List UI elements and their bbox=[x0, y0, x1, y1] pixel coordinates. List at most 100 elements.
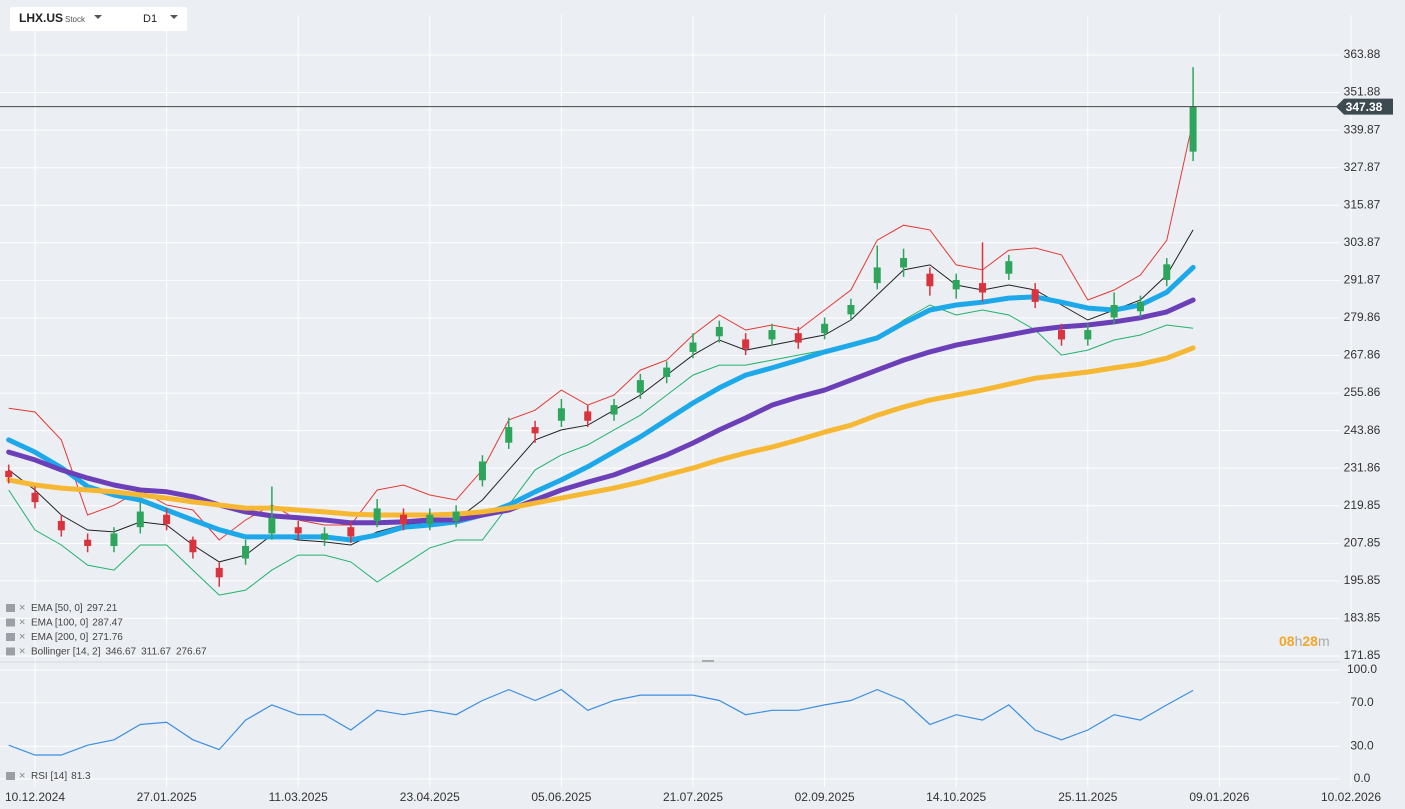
legend-icon bbox=[6, 647, 15, 656]
y-tick-label: 30.0 bbox=[1350, 738, 1374, 752]
x-tick-label: 25.11.2025 bbox=[1058, 790, 1117, 804]
legend-icon bbox=[6, 618, 15, 627]
legend-name: Bollinger [14, 2] bbox=[31, 646, 101, 657]
candle-body bbox=[189, 539, 197, 553]
y-tick-label: 255.86 bbox=[1344, 385, 1381, 399]
legend-entry: RSI [14] 81.3 bbox=[31, 771, 91, 782]
countdown-part: h bbox=[1295, 633, 1303, 649]
candle-body bbox=[610, 405, 618, 415]
y-tick-label: 0.0 bbox=[1354, 771, 1371, 785]
legend-name: EMA [200, 0] bbox=[31, 632, 88, 643]
rsi-line bbox=[8, 688, 1194, 756]
y-tick-label: 100.0 bbox=[1347, 662, 1377, 676]
candle-body bbox=[373, 508, 381, 521]
dropdown-arrow[interactable] bbox=[94, 15, 102, 19]
candle-body bbox=[900, 258, 908, 268]
candle-body bbox=[1005, 261, 1013, 274]
candle-body bbox=[715, 326, 723, 337]
x-tick-label: 10.12.2024 bbox=[5, 790, 65, 804]
instrument-kind: Stock bbox=[65, 15, 86, 24]
y-tick-label: 207.85 bbox=[1344, 535, 1381, 549]
y-tick-label: 303.87 bbox=[1344, 235, 1381, 249]
legend-close: × bbox=[19, 645, 25, 657]
candle-body bbox=[452, 511, 460, 521]
countdown-part: m bbox=[1318, 633, 1330, 649]
y-tick-label: 363.88 bbox=[1344, 47, 1381, 61]
ema-line bbox=[6, 297, 1196, 526]
candle-body bbox=[821, 323, 829, 334]
x-tick-label: 27.01.2025 bbox=[137, 790, 197, 804]
legend-entry: EMA [200, 0] 271.76 bbox=[31, 632, 123, 643]
y-tick-label: 219.85 bbox=[1344, 498, 1381, 512]
legend-entry: Bollinger [14, 2] 346.67 311.67 276.67 bbox=[31, 646, 207, 657]
candle-body bbox=[478, 461, 486, 481]
candle-body bbox=[163, 514, 171, 525]
axis: 363.88 351.88 339.87 327.87 315.87 303.87 291.… bbox=[5, 47, 1393, 804]
candle-body bbox=[557, 408, 565, 421]
candle-body bbox=[1189, 106, 1197, 152]
candle-body bbox=[847, 304, 855, 315]
countdown-part: 08 bbox=[1279, 633, 1295, 649]
candle-body bbox=[1136, 301, 1144, 312]
candle-body bbox=[426, 514, 434, 525]
y-tick-label: 267.86 bbox=[1344, 348, 1381, 362]
y-tick-label: 315.87 bbox=[1344, 197, 1381, 211]
countdown: 08h28m bbox=[1279, 633, 1330, 649]
candle-body bbox=[768, 330, 776, 340]
legend-entry: EMA [50, 0] 297.21 bbox=[31, 603, 118, 614]
x-tick-label: 09.01.2026 bbox=[1189, 790, 1249, 804]
x-tick-label: 23.04.2025 bbox=[400, 790, 460, 804]
candle-body bbox=[31, 492, 39, 503]
countdown-part: 28 bbox=[1302, 633, 1318, 649]
candle-body bbox=[268, 517, 276, 534]
candle-body bbox=[84, 539, 92, 546]
plot bbox=[0, 67, 1338, 756]
legend-value: 276.67 bbox=[176, 646, 207, 657]
candle-body bbox=[742, 339, 750, 349]
candle-body bbox=[136, 511, 144, 528]
candle-body bbox=[952, 279, 960, 290]
x-tick-label: 10.02.2026 bbox=[1321, 790, 1381, 804]
legend-value: 346.67 bbox=[106, 646, 137, 657]
candle-body bbox=[1084, 330, 1092, 340]
legend-close: × bbox=[19, 616, 25, 628]
ema-line bbox=[6, 264, 1196, 543]
dropdown-arrow[interactable] bbox=[170, 15, 178, 19]
y-tick-label: 183.85 bbox=[1344, 611, 1381, 625]
candle-body bbox=[636, 380, 644, 393]
candle-body bbox=[1057, 330, 1065, 340]
x-tick-label: 02.09.2025 bbox=[795, 790, 855, 804]
candle-body bbox=[321, 533, 329, 540]
legend-entry: EMA [100, 0] 287.47 bbox=[31, 617, 123, 628]
legend-name: RSI [14] bbox=[31, 771, 67, 782]
timeframe[interactable]: D1 bbox=[143, 13, 157, 25]
legend-name: EMA [100, 0] bbox=[31, 617, 88, 628]
candle-body bbox=[1163, 264, 1171, 280]
legend-icon bbox=[6, 633, 15, 641]
legend-value: 311.67 bbox=[141, 646, 171, 657]
toolbar-box[interactable] bbox=[10, 7, 187, 31]
candle-body bbox=[926, 273, 934, 287]
y-tick-label: 243.86 bbox=[1344, 423, 1381, 437]
candle-body bbox=[663, 367, 671, 377]
y-tick-label: 70.0 bbox=[1350, 695, 1374, 709]
x-tick-label: 21.07.2025 bbox=[663, 790, 723, 804]
legend-value: 81.3 bbox=[71, 771, 91, 782]
legend-icon bbox=[6, 604, 15, 612]
candle-body bbox=[794, 333, 802, 343]
x-tick-label: 05.06.2025 bbox=[531, 790, 591, 804]
legend: × EMA [50, 0] 297.21 × EMA [100, 0] 287.47 × EM… bbox=[6, 602, 207, 782]
candle-body bbox=[584, 411, 592, 421]
candle-body bbox=[1110, 304, 1118, 318]
x-tick-label: 14.10.2025 bbox=[926, 790, 986, 804]
legend-value: 271.76 bbox=[92, 632, 123, 643]
toolbar[interactable]: LHX.US Stock D1 bbox=[10, 7, 187, 31]
ema-line bbox=[6, 345, 1196, 518]
legend-name: EMA [50, 0] bbox=[31, 603, 83, 614]
pane-handle[interactable] bbox=[702, 660, 714, 662]
symbol[interactable]: LHX.US bbox=[19, 11, 63, 25]
bollinger-line bbox=[8, 304, 1194, 596]
legend-close: × bbox=[19, 631, 25, 643]
candle-body bbox=[689, 342, 697, 352]
